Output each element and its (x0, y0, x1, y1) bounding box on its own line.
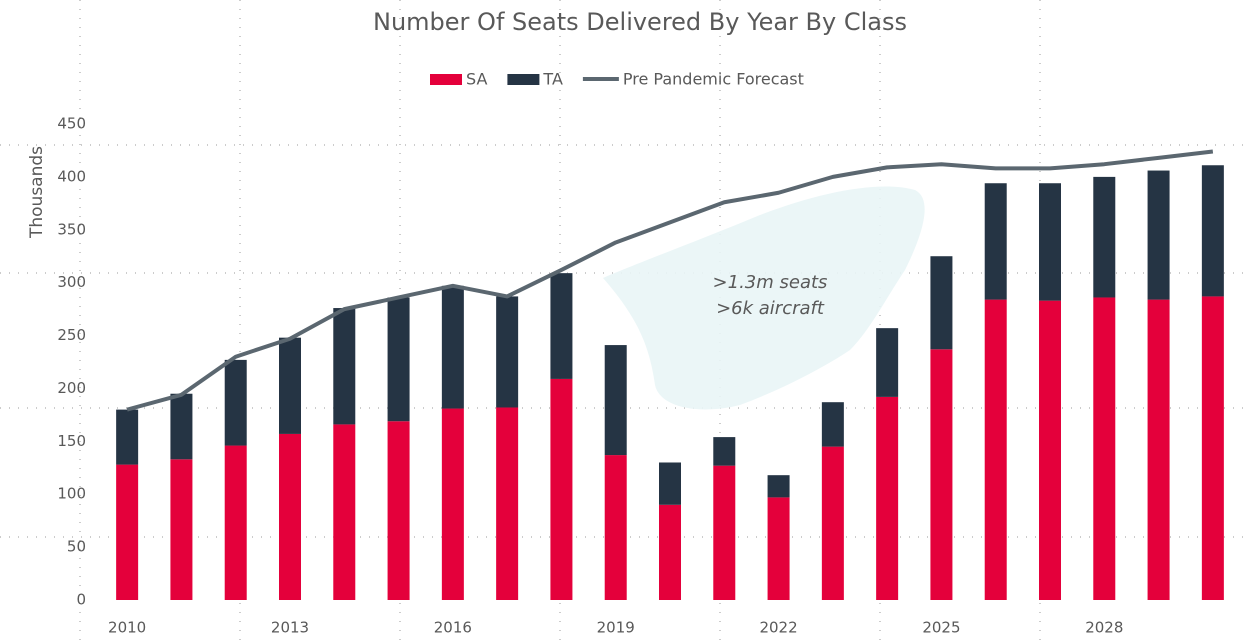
bar (1147, 299, 1170, 600)
y-tick-label: 0 (76, 591, 86, 609)
bar (713, 465, 736, 600)
legend-label: SA (466, 70, 487, 89)
bar (821, 402, 844, 447)
y-tick-label: 200 (57, 379, 86, 397)
bar (1039, 300, 1061, 600)
y-tick-label: 50 (67, 538, 86, 556)
bar (387, 297, 410, 422)
bar (821, 446, 844, 600)
annotation: >1.3m seats (713, 272, 828, 293)
bar (604, 455, 627, 600)
chart-title: Number Of Seats Delivered By Year By Cla… (373, 8, 907, 36)
bar (550, 273, 573, 379)
bar (984, 183, 1007, 300)
x-tick-label: 2016 (434, 619, 472, 637)
y-tick-label: 350 (57, 220, 86, 238)
bar (279, 433, 301, 600)
bar (116, 464, 139, 600)
legend-swatch (507, 74, 540, 85)
bar (1147, 170, 1170, 300)
bar (1201, 165, 1224, 297)
bar (713, 437, 736, 466)
bar (441, 285, 464, 409)
bar (170, 459, 193, 600)
legend-label: Pre Pandemic Forecast (623, 70, 804, 89)
y-tick-label: 400 (57, 167, 86, 185)
bar (930, 349, 953, 600)
annotation-blob (603, 186, 925, 410)
x-tick-label: 2010 (108, 619, 146, 637)
y-tick-label: 450 (57, 115, 86, 133)
x-tick-label: 2022 (759, 619, 797, 637)
bar (387, 421, 410, 600)
y-tick-label: 300 (57, 273, 86, 291)
bar (550, 378, 573, 600)
bar (767, 475, 790, 498)
bar (441, 408, 464, 600)
bar (496, 407, 519, 600)
bar (333, 308, 356, 425)
bar (116, 409, 139, 465)
bar (224, 359, 247, 446)
line (126, 149, 1214, 412)
bar (876, 328, 899, 397)
bar (984, 299, 1007, 600)
bar (930, 256, 953, 350)
bar (659, 462, 681, 505)
bar (170, 393, 193, 460)
y-axis-label: Thousands (27, 146, 47, 239)
legend-swatch (430, 74, 462, 85)
bar (224, 445, 247, 600)
x-tick-label: 2013 (271, 619, 309, 637)
y-tick-label: 150 (57, 432, 86, 450)
y-tick-label: 250 (57, 326, 86, 344)
bar (279, 337, 301, 434)
bar (1093, 297, 1116, 600)
bar (333, 424, 356, 600)
annotation: >6k aircraft (716, 298, 825, 319)
x-tick-label: 2025 (922, 619, 960, 637)
bar (1093, 176, 1116, 298)
y-tick-label: 100 (57, 485, 86, 503)
bar (604, 345, 627, 456)
legend-label: TA (542, 70, 563, 89)
bar (767, 497, 790, 600)
bar (876, 396, 899, 600)
bar (659, 504, 681, 600)
x-tick-label: 2019 (597, 619, 635, 637)
bar (1201, 296, 1224, 600)
bar (1039, 183, 1061, 301)
bar (496, 296, 519, 408)
x-tick-label: 2028 (1085, 619, 1123, 637)
